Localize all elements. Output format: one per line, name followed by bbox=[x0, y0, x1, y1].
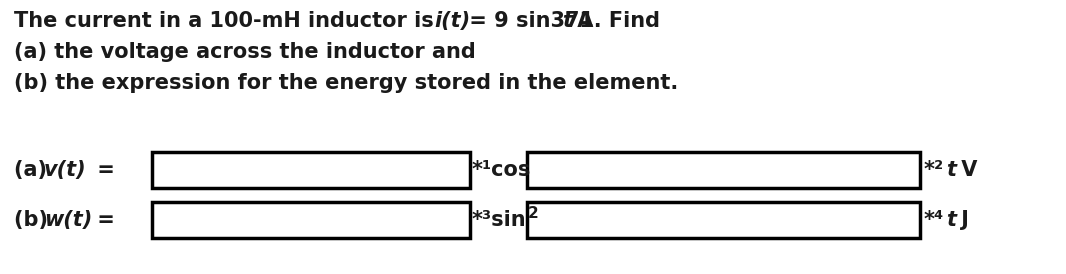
Text: V: V bbox=[954, 160, 978, 180]
Text: i(t): i(t) bbox=[434, 11, 470, 31]
Text: (b): (b) bbox=[14, 210, 55, 230]
Text: w(t): w(t) bbox=[44, 210, 93, 230]
Text: *³sin: *³sin bbox=[472, 210, 527, 230]
Bar bbox=[152, 152, 470, 188]
Text: *⁴: *⁴ bbox=[924, 210, 944, 230]
Bar bbox=[152, 202, 470, 238]
Text: (b) the expression for the energy stored in the element.: (b) the expression for the energy stored… bbox=[14, 73, 678, 93]
Text: = 9 sin371: = 9 sin371 bbox=[462, 11, 594, 31]
Text: t: t bbox=[946, 160, 956, 180]
Text: v(t): v(t) bbox=[44, 160, 86, 180]
Text: J: J bbox=[954, 210, 969, 230]
Text: (a): (a) bbox=[14, 160, 54, 180]
Bar bbox=[527, 152, 920, 188]
Text: =: = bbox=[90, 160, 115, 180]
Text: The current in a 100-mH inductor is: The current in a 100-mH inductor is bbox=[14, 11, 441, 31]
Text: A. Find: A. Find bbox=[570, 11, 660, 31]
Text: 2: 2 bbox=[528, 206, 538, 221]
Text: *¹cos: *¹cos bbox=[472, 160, 531, 180]
Bar bbox=[527, 202, 920, 238]
Text: t: t bbox=[562, 11, 572, 31]
Text: =: = bbox=[90, 210, 115, 230]
Text: *²: *² bbox=[924, 160, 944, 180]
Text: (a) the voltage across the inductor and: (a) the voltage across the inductor and bbox=[14, 42, 475, 62]
Text: t: t bbox=[946, 210, 956, 230]
